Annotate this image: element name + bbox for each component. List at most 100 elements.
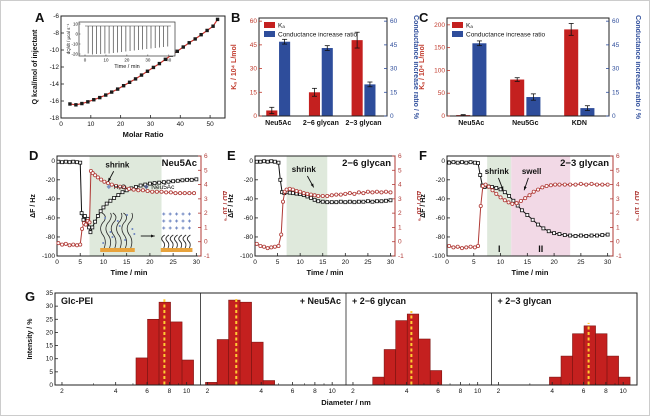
histogram-bar (595, 333, 608, 386)
histogram-title: + 2−3 glycan (498, 296, 552, 306)
collapsed-chain (165, 234, 170, 249)
delta-f-marker (134, 185, 138, 189)
data-point (121, 84, 126, 88)
x-tick-label: 4 (259, 388, 263, 395)
neu5ac-dot (168, 212, 172, 216)
delta-d-marker (118, 184, 123, 189)
delta-f-marker (90, 225, 95, 230)
x-axis-label: Time / min (512, 268, 549, 277)
right-tick-label: 0 (390, 113, 394, 120)
data-point (92, 98, 96, 102)
panel-c-bar-chart: Neu5Ac Neu5Gc KDN 0 50 100 150 200 0 15 30 45 60 Kₐ /… (417, 6, 641, 151)
delta-d-marker (352, 191, 357, 196)
left-axis-label: ΔF / Hz (228, 194, 235, 218)
left-tick-label: 15 (250, 89, 258, 96)
delta-f-marker (578, 233, 583, 238)
delta-d-marker (320, 194, 325, 199)
water-dot (102, 242, 105, 244)
data-point (187, 41, 191, 45)
polymer-chain (126, 212, 133, 249)
right-tick-label: 3 (398, 196, 402, 203)
neu5ac-dot (162, 226, 166, 230)
delta-f-marker (536, 222, 540, 227)
delta-d-marker (272, 244, 277, 249)
ka-bar (308, 92, 321, 116)
delta-d-marker (145, 189, 150, 194)
x-tick-label: 6 (582, 388, 586, 395)
right-tick-label: 60 (612, 18, 620, 25)
delta-f-marker (464, 160, 469, 165)
delta-f-marker (370, 199, 375, 204)
delta-d-marker (131, 187, 136, 192)
delta-f-marker (161, 180, 166, 185)
left-tick-label: -40 (46, 196, 56, 203)
delta-d-marker (468, 244, 473, 249)
x-axis-label: Molar Ratio (123, 130, 164, 139)
chart-title: Neu5Ac (162, 158, 197, 169)
delta-d-marker (309, 192, 314, 197)
delta-d-marker (87, 220, 92, 225)
collapsed-chain (186, 234, 191, 249)
delta-d-marker (361, 191, 366, 196)
plot-frame (446, 17, 610, 117)
left-tick-label: 45 (250, 42, 258, 49)
y-axis-label: Q kcal/mol of injectant (32, 29, 39, 104)
histogram-bar (262, 380, 275, 386)
annotation-text: shrink (485, 167, 510, 176)
right-tick-label: 60 (390, 18, 398, 25)
neu5ac-dot (181, 226, 185, 230)
x-tick-label: 25 (364, 259, 372, 266)
svg-text:40: 40 (166, 58, 172, 63)
delta-d-marker (254, 241, 259, 246)
error-bar (367, 81, 373, 88)
delta-d-marker (262, 244, 267, 249)
delta-f-marker (93, 219, 97, 224)
y-tick-label: 20 (46, 329, 54, 336)
delta-f-marker (502, 190, 507, 195)
delta-f-marker (88, 230, 93, 235)
neu5ac-dot (175, 226, 179, 230)
delta-f-marker (108, 198, 113, 203)
delta-f-marker (557, 232, 562, 236)
delta-f-marker (605, 232, 610, 237)
delta-d-marker (312, 193, 317, 198)
delta-d-marker (287, 186, 292, 191)
delta-d-marker (113, 184, 118, 189)
delta-f-marker (546, 229, 551, 234)
x-tick-label: 4 (405, 388, 409, 395)
delta-d-marker (325, 194, 330, 199)
substrate (100, 248, 135, 252)
right-tick-label: -1 (398, 253, 404, 260)
delta-d-marker (605, 182, 610, 187)
delta-f-marker (67, 160, 72, 165)
delta-f-marker (589, 233, 594, 238)
left-axis-label: Kₐ / 10⁴ L/mol (419, 44, 426, 89)
delta-d-marker (159, 189, 164, 194)
error-bar (354, 31, 360, 49)
delta-d-marker (150, 189, 155, 194)
delta-f-marker (325, 200, 330, 205)
x-tick-label: 2 (206, 388, 210, 395)
left-tick-label: -80 (46, 234, 56, 241)
right-tick-label: 4 (616, 182, 620, 189)
histogram-bar (583, 325, 596, 386)
neu5ac-dot (181, 219, 185, 223)
conductance-bar (580, 108, 595, 116)
left-axis-label: Kₐ / 10⁴ L/mol (231, 44, 238, 89)
delta-f-marker (87, 225, 91, 230)
y-tick-label: -18 (50, 115, 60, 122)
annotation-text: shrink (105, 160, 130, 169)
legend-label-conductance: Conductance increase ratio (466, 32, 546, 39)
inset-x-label: Time / min (114, 64, 139, 70)
delta-d-marker (95, 175, 100, 180)
legend-label: H₂O (114, 184, 126, 191)
x-tick-label: 10 (87, 121, 95, 128)
delta-f-marker (595, 233, 599, 238)
delta-d-marker (383, 189, 388, 194)
left-tick-label: 50 (438, 90, 446, 97)
left-tick-label: -60 (46, 215, 56, 222)
error-bar (530, 93, 536, 101)
panel-letter: B (231, 10, 240, 25)
delta-f-marker (95, 214, 100, 218)
